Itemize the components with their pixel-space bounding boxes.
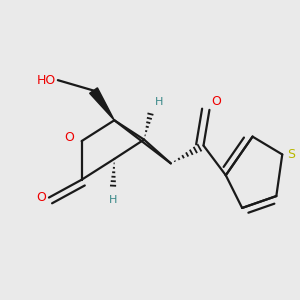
Text: O: O (211, 95, 221, 108)
Polygon shape (90, 88, 114, 120)
Text: H: H (154, 97, 163, 107)
Text: H: H (109, 195, 117, 205)
Text: O: O (36, 191, 46, 204)
Text: S: S (287, 148, 295, 161)
Text: O: O (64, 131, 74, 144)
Text: HO: HO (37, 74, 56, 87)
